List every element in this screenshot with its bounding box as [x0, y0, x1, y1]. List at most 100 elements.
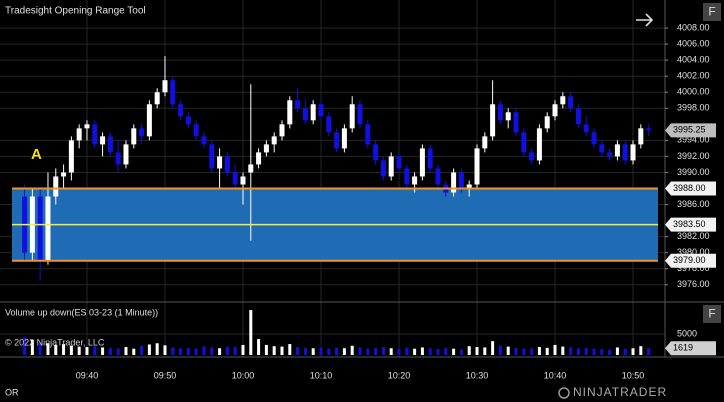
candle-body: [560, 96, 566, 105]
volume-bar: [381, 347, 385, 355]
volume-bar: [576, 348, 580, 355]
y-tick-label: 4000.00: [677, 87, 710, 97]
candle-body: [435, 168, 441, 185]
y-tick-label: 4004.00: [677, 55, 710, 65]
volume-bar: [327, 348, 331, 355]
candle-body: [178, 104, 184, 117]
candle-body: [458, 172, 464, 189]
candle-body: [427, 148, 433, 169]
candle-body: [232, 172, 238, 185]
candle-body: [341, 128, 347, 149]
candle-body: [248, 164, 254, 173]
candle-body: [240, 176, 246, 185]
plot: [12, 56, 658, 355]
candle-body: [53, 176, 59, 197]
volume-bar: [483, 347, 487, 355]
button-bg[interactable]: [703, 305, 721, 323]
candle-body: [146, 104, 152, 137]
y-tick-label: 5000: [677, 328, 697, 338]
volume-bar: [77, 346, 81, 355]
volume-bar: [241, 344, 245, 355]
candle-body: [646, 128, 652, 131]
candle-body: [271, 136, 277, 145]
volume-bar: [475, 347, 479, 355]
volume-bar: [467, 346, 471, 355]
candle-body: [295, 100, 301, 109]
copyright: © 2022 NinjaTrader, LLC: [5, 337, 105, 347]
price-axis: 4008.00 4006.00 4004.00 4002.00 4000.00 3998.…: [665, 22, 716, 356]
volume-bar: [366, 348, 370, 355]
x-tick-label: 09:40: [76, 370, 99, 380]
y-tick-label: 3982.00: [677, 231, 710, 241]
candle-body: [575, 108, 581, 125]
volume-bar: [639, 346, 643, 355]
candle-body: [92, 124, 98, 145]
volume-bar: [140, 345, 144, 355]
chart-title: Tradesight Opening Range Tool: [5, 6, 146, 17]
candle-body: [115, 152, 121, 165]
volume-bar: [272, 346, 276, 355]
candle-body: [68, 140, 74, 173]
candle-body: [287, 100, 293, 125]
corner-label: OR: [5, 387, 19, 397]
candle-body: [357, 104, 363, 125]
candle-body: [365, 124, 371, 145]
logo: NINJATRADER: [573, 385, 667, 399]
volume-bar: [397, 349, 401, 355]
volume-bar: [569, 347, 573, 355]
y-tick-label: 3980.00: [677, 247, 710, 257]
volume-bar: [615, 347, 619, 355]
volume-bar: [311, 348, 315, 355]
button-bg[interactable]: [703, 3, 721, 21]
nav-arrow[interactable]: [636, 13, 654, 27]
logo-icon: [558, 387, 570, 399]
candle-body: [630, 144, 636, 161]
volume-bar: [491, 341, 495, 355]
volume-bar: [514, 347, 518, 355]
volume-bar: [147, 344, 151, 355]
or-mid-label-bg: [665, 217, 716, 232]
volume-bar: [171, 347, 175, 355]
x-tick-label: 09:50: [154, 370, 177, 380]
volume-bar: [413, 348, 417, 355]
y-tick-label: 4006.00: [677, 38, 710, 48]
volume-bar: [608, 349, 612, 355]
volume-bar: [522, 348, 526, 355]
volume-bar: [108, 347, 112, 355]
candle-body: [263, 144, 269, 153]
volume-bar: [428, 348, 432, 355]
volume-bar: [69, 345, 73, 355]
candle-body: [256, 152, 262, 165]
volume-bar: [54, 344, 58, 355]
or-low-label-bg: [665, 253, 716, 268]
volume-bar: [358, 347, 362, 355]
volume-bar: [38, 342, 42, 355]
button[interactable]: F: [708, 307, 715, 321]
y-tick-label: 3994.00: [677, 135, 710, 145]
volume-bar: [623, 348, 627, 355]
x-tick-label: 10:20: [388, 370, 411, 380]
volume-bar: [210, 347, 214, 355]
volume-bar: [155, 343, 159, 355]
candle-body: [583, 124, 589, 133]
candle-body: [482, 136, 488, 149]
button[interactable]: F: [708, 5, 715, 19]
candle-body: [552, 104, 558, 117]
volume-bar: [194, 348, 198, 355]
candle-body: [497, 104, 503, 121]
candle-body: [45, 196, 51, 261]
volume-bar: [218, 348, 222, 355]
candle-body: [217, 156, 223, 169]
volume-bar: [389, 348, 393, 355]
volume-bar: [46, 343, 50, 355]
last-price-label: 3995.25: [673, 125, 706, 135]
volume-bar: [303, 347, 307, 355]
candle-body: [607, 152, 613, 157]
volume-bar: [319, 347, 323, 355]
volume-bar: [342, 348, 346, 355]
volume-bar: [631, 348, 635, 355]
arrow-icon[interactable]: [636, 13, 654, 27]
candle-body: [419, 148, 425, 177]
candle-body: [201, 136, 207, 145]
